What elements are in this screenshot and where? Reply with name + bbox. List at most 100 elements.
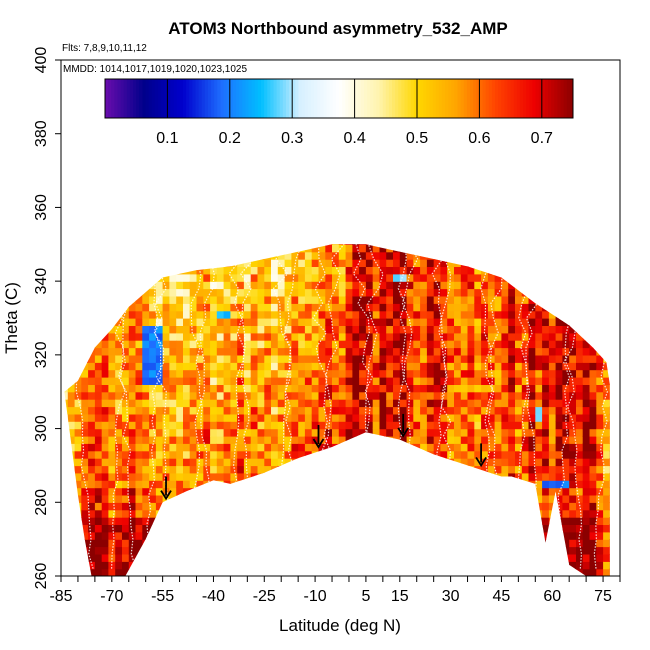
- heatmap-cell: [393, 244, 401, 245]
- heatmap-cell: [243, 362, 252, 371]
- heatmap-cell: [515, 524, 523, 533]
- heatmap-cell: [223, 244, 231, 245]
- heatmap-cell: [325, 487, 333, 496]
- heatmap-cell: [101, 281, 110, 290]
- heatmap-cell: [291, 399, 299, 408]
- heatmap-cell: [542, 303, 550, 312]
- heatmap-cell: [582, 502, 591, 511]
- heatmap-cell: [386, 531, 394, 540]
- heatmap-cell: [515, 531, 523, 540]
- heatmap-cell: [304, 310, 313, 319]
- heatmap-cell: [359, 340, 367, 349]
- heatmap-cell: [230, 539, 238, 548]
- heatmap-cell: [399, 472, 408, 481]
- heatmap-cell: [372, 318, 381, 326]
- heatmap-cell: [460, 318, 469, 326]
- heatmap-cell: [406, 487, 414, 496]
- colorbar-segment: [254, 79, 259, 118]
- heatmap-cell: [271, 340, 279, 349]
- heatmap-cell: [596, 354, 604, 363]
- heatmap-cell: [474, 421, 482, 430]
- heatmap-cell: [508, 251, 516, 260]
- heatmap-cell: [460, 354, 469, 363]
- heatmap-cell: [501, 288, 509, 297]
- heatmap-cell: [64, 244, 69, 253]
- heatmap-cell: [149, 369, 157, 378]
- heatmap-cell: [223, 251, 231, 260]
- heatmap-cell: [74, 546, 82, 555]
- heatmap-cell: [81, 259, 89, 267]
- heatmap-cell: [325, 266, 333, 275]
- heatmap-cell: [250, 332, 259, 341]
- heatmap-cell: [216, 325, 225, 334]
- heatmap-cell: [115, 347, 123, 356]
- heatmap-cell: [271, 524, 279, 533]
- heatmap-cell: [515, 568, 523, 577]
- heatmap-cell: [610, 274, 617, 282]
- heatmap-cell: [223, 435, 231, 444]
- heatmap-cell: [582, 546, 591, 555]
- heatmap-cell: [264, 354, 272, 363]
- heatmap-cell: [271, 568, 279, 577]
- heatmap-cell: [94, 377, 103, 385]
- heatmap-cell: [210, 568, 218, 577]
- heatmap-cell: [81, 266, 89, 275]
- heatmap-cell: [304, 531, 313, 540]
- heatmap-cell: [399, 303, 408, 312]
- heatmap-cell: [535, 450, 543, 459]
- heatmap-cell: [386, 509, 394, 518]
- heatmap-cell: [264, 318, 272, 326]
- heatmap-cell: [528, 517, 536, 525]
- heatmap-cell: [610, 547, 617, 555]
- heatmap-cell: [64, 458, 69, 467]
- heatmap-cell: [460, 369, 469, 378]
- heatmap-cell: [332, 524, 340, 533]
- heatmap-cell: [122, 450, 130, 459]
- heatmap-cell: [372, 362, 381, 371]
- colorbar-segment: [264, 79, 268, 118]
- heatmap-cell: [589, 273, 597, 282]
- heatmap-cell: [487, 244, 496, 253]
- heatmap-cell: [555, 421, 563, 430]
- heatmap-cell: [610, 488, 617, 496]
- heatmap-cell: [481, 487, 489, 496]
- heatmap-cell: [291, 428, 299, 437]
- heatmap-cell: [311, 487, 320, 496]
- heatmap-cell: [420, 281, 428, 290]
- heatmap-cell: [528, 450, 536, 459]
- y-tick-label: 300: [33, 415, 50, 442]
- heatmap-cell: [108, 443, 116, 452]
- heatmap-cell: [379, 347, 387, 356]
- heatmap-cell: [535, 443, 543, 452]
- heatmap-cell: [393, 295, 401, 304]
- heatmap-cell: [447, 340, 455, 349]
- heatmap-cell: [196, 369, 204, 378]
- heatmap-cell: [128, 377, 137, 385]
- heatmap-cell: [122, 354, 130, 363]
- heatmap-cell: [271, 377, 279, 385]
- heatmap-cell: [596, 435, 604, 444]
- colorbar-segment: [267, 79, 271, 118]
- heatmap-cell: [115, 435, 123, 444]
- heatmap-cell: [237, 325, 245, 334]
- heatmap-cell: [223, 347, 231, 356]
- heatmap-cell: [542, 325, 550, 334]
- heatmap-cell: [128, 281, 137, 290]
- heatmap-cell: [372, 303, 381, 312]
- heatmap-cell: [81, 384, 89, 393]
- heatmap-cell: [183, 303, 191, 312]
- heatmap-cell: [528, 561, 536, 570]
- heatmap-cell: [420, 443, 428, 452]
- heatmap-cell: [345, 377, 353, 385]
- heatmap-cell: [108, 458, 116, 467]
- heatmap-cell: [460, 421, 469, 430]
- heatmap-cell: [74, 568, 82, 577]
- heatmap-cell: [413, 295, 421, 304]
- heatmap-cell: [447, 244, 455, 245]
- heatmap-cell: [64, 391, 69, 400]
- heatmap-cell: [555, 435, 563, 444]
- heatmap-cell: [67, 450, 76, 459]
- heatmap-cell: [345, 494, 353, 503]
- heatmap-cell: [487, 273, 496, 282]
- heatmap-cell: [257, 458, 265, 467]
